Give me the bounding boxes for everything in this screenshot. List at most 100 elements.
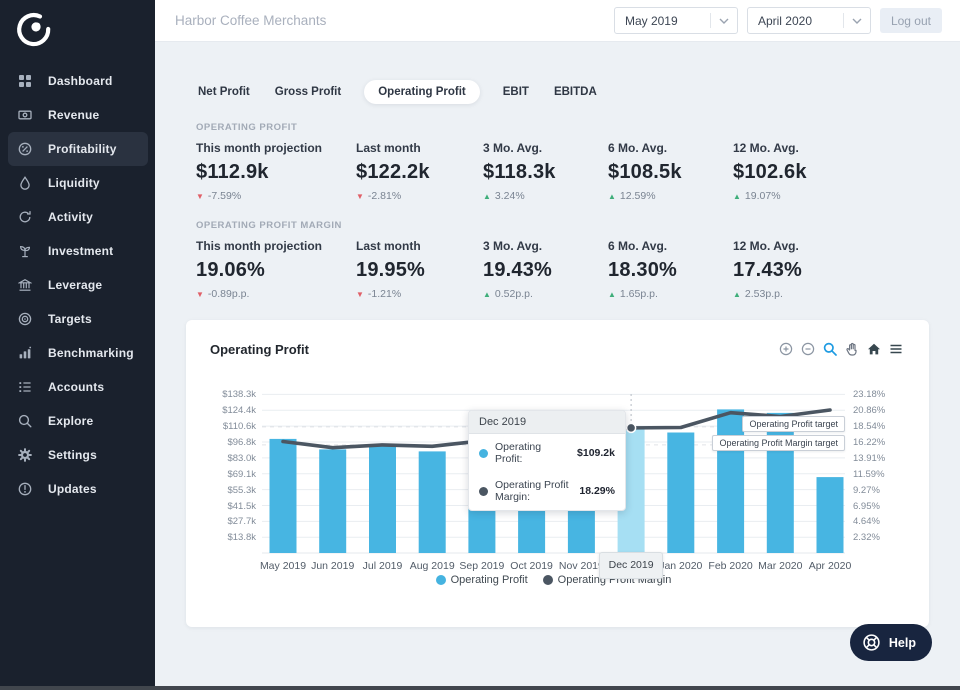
- sidebar-item-settings[interactable]: Settings: [8, 438, 148, 472]
- dashboard-icon: [18, 74, 33, 89]
- series-dot-icon: [479, 448, 488, 458]
- x-tick-label: Apr 2020: [808, 560, 852, 572]
- kpi-metric-delta: ▼ -1.21%: [356, 288, 483, 300]
- y-right-tick-label: 18.54%: [853, 421, 886, 433]
- pan-icon[interactable]: [844, 341, 859, 356]
- sidebar-item-targets[interactable]: Targets: [8, 302, 148, 336]
- y-left-tick-label: $41.5k: [227, 500, 256, 512]
- main-content: Net Profit Gross Profit Operating Profit EB…: [155, 43, 960, 690]
- sidebar-item-dashboard[interactable]: Dashboard: [8, 64, 148, 98]
- x-axis-hover-label: Dec 2019: [599, 552, 664, 579]
- leverage-icon: [18, 278, 33, 293]
- kpi-metric-value: 18.30%: [608, 259, 678, 281]
- menu-icon[interactable]: [888, 341, 903, 356]
- kpi-delta-text: 1.65p.p.: [619, 288, 658, 300]
- active-point-marker: [625, 422, 637, 434]
- sidebar-item-label: Explore: [48, 414, 94, 428]
- bar-feb-2020[interactable]: [717, 409, 745, 553]
- kpi-metric-delta: ▼ -7.59%: [196, 190, 356, 202]
- tab-net-profit[interactable]: Net Profit: [198, 86, 250, 98]
- bar-aug-2019[interactable]: [418, 451, 446, 553]
- kpi-metric-label: This month projection: [196, 239, 322, 253]
- help-button[interactable]: Help: [849, 624, 932, 661]
- x-tick-label: Feb 2020: [708, 560, 753, 572]
- tab-ebit[interactable]: EBIT: [502, 86, 529, 98]
- kpi-metric: 3 Mo. Avg. $118.3k ▲ 3.24%: [483, 141, 608, 202]
- kpi-metric: 12 Mo. Avg. 17.43% ▲ 2.53p.p.: [733, 239, 863, 300]
- sidebar-item-leverage[interactable]: Leverage: [8, 268, 148, 302]
- y-right-tick-label: 4.64%: [853, 516, 880, 528]
- sidebar-item-liquidity[interactable]: Liquidity: [8, 166, 148, 200]
- sidebar-item-label: Revenue: [48, 108, 100, 122]
- triangle-down-icon: ▼: [196, 191, 204, 201]
- bottom-window-edge: [0, 686, 960, 690]
- kpi-delta-text: -7.59%: [207, 190, 242, 202]
- logout-button[interactable]: Log out: [879, 8, 942, 33]
- bar-jul-2019[interactable]: [369, 444, 396, 554]
- tooltip-label: Operating Profit Margin:: [495, 479, 569, 503]
- kpi-metric-delta: ▲ 3.24%: [483, 190, 608, 202]
- sidebar-item-benchmarking[interactable]: Benchmarking: [8, 336, 148, 370]
- tab-operating-profit[interactable]: Operating Profit: [364, 80, 480, 104]
- sidebar-item-accounts[interactable]: Accounts: [8, 370, 148, 404]
- sidebar-item-activity[interactable]: Activity: [8, 200, 148, 234]
- zoom-out-icon[interactable]: [800, 341, 815, 356]
- bar-jun-2019[interactable]: [319, 449, 347, 553]
- x-tick-label: Nov 2019: [558, 560, 604, 572]
- kpi-row: This month projection 19.06% ▼ -0.89p.p. Las…: [196, 239, 960, 300]
- kpi-metric-delta: ▲ 12.59%: [608, 190, 733, 202]
- kpi-metric: 12 Mo. Avg. $102.6k ▲ 19.07%: [733, 141, 863, 202]
- tab-ebitda[interactable]: EBITDA: [553, 86, 597, 98]
- sidebar-item-updates[interactable]: Updates: [8, 472, 148, 506]
- kpi-metric-delta: ▼ -0.89p.p.: [196, 288, 356, 300]
- app-logo-icon[interactable]: [12, 8, 56, 52]
- sidebar-item-revenue[interactable]: Revenue: [8, 98, 148, 132]
- kpi-metric-value: $122.2k: [356, 161, 430, 183]
- kpi-metric-label: 12 Mo. Avg.: [733, 141, 799, 155]
- kpi-delta-text: 2.53p.p.: [744, 288, 783, 300]
- kpi-row: This month projection $112.9k ▼ -7.59% Last …: [196, 141, 960, 202]
- benchmarking-icon: [18, 346, 33, 361]
- period-start-select[interactable]: May 2019: [613, 7, 738, 34]
- select-divider: [842, 13, 844, 28]
- tab-gross-profit[interactable]: Gross Profit: [274, 86, 342, 98]
- tooltip-row: Operating Profit Margin: 18.29%: [469, 472, 625, 510]
- sidebar-nav: Dashboard Revenue Profitability Liquidity Ac…: [0, 64, 155, 506]
- sidebar-item-investment[interactable]: Investment: [8, 234, 148, 268]
- sidebar: Dashboard Revenue Profitability Liquidity Ac…: [0, 0, 155, 690]
- kpi-metric-delta: ▲ 0.52p.p.: [483, 288, 608, 300]
- tooltip-value: $109.2k: [577, 447, 615, 459]
- triangle-up-icon: ▲: [608, 289, 616, 299]
- y-left-tick-label: $124.4k: [222, 405, 256, 417]
- x-tick-label: Jan 2020: [659, 560, 703, 572]
- bar-apr-2020[interactable]: [816, 477, 844, 553]
- legend-item-operating-profit[interactable]: Operating Profit: [435, 574, 528, 586]
- updates-icon: [18, 482, 33, 497]
- sidebar-item-explore[interactable]: Explore: [8, 404, 148, 438]
- legend-dot-icon: [542, 575, 553, 585]
- y-left-tick-label: $96.8k: [227, 437, 256, 448]
- x-tick-label: Aug 2019: [409, 560, 455, 572]
- sidebar-item-label: Updates: [48, 482, 97, 496]
- sidebar-item-label: Settings: [48, 448, 97, 462]
- triangle-up-icon: ▲: [733, 191, 741, 201]
- sidebar-item-profitability[interactable]: Profitability: [8, 132, 148, 166]
- targets-icon: [18, 312, 33, 327]
- zoom-in-icon[interactable]: [778, 341, 793, 356]
- chart-toolbar: [778, 341, 903, 356]
- legend-dot-icon: [435, 575, 446, 585]
- bar-jan-2020[interactable]: [667, 432, 695, 554]
- triangle-up-icon: ▲: [733, 289, 741, 299]
- kpi-metric-delta: ▲ 19.07%: [733, 190, 863, 202]
- selection-zoom-icon[interactable]: [822, 341, 837, 356]
- bar-mar-2020[interactable]: [766, 412, 794, 553]
- kpi-metric-value: 19.95%: [356, 259, 426, 281]
- explore-icon: [18, 414, 33, 429]
- y-right-tick-label: 9.27%: [853, 484, 880, 496]
- y-left-tick-label: $138.3k: [222, 389, 256, 401]
- home-icon[interactable]: [866, 341, 881, 356]
- bar-may-2019[interactable]: [269, 438, 297, 553]
- period-end-select[interactable]: April 2020: [746, 7, 871, 34]
- revenue-icon: [18, 108, 33, 123]
- kpi-metric: This month projection $112.9k ▼ -7.59%: [196, 141, 356, 202]
